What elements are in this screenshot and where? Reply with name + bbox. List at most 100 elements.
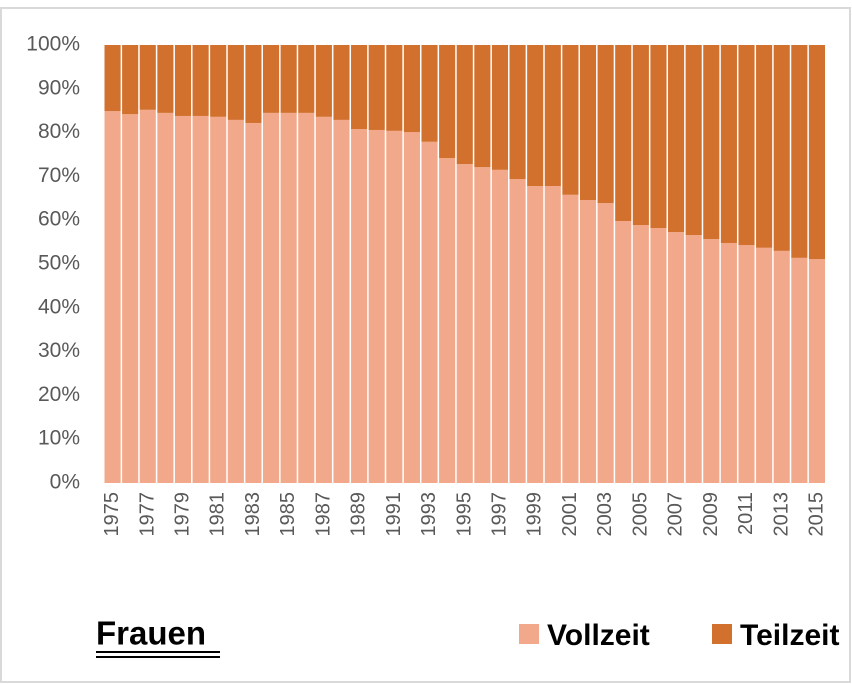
bar-segment <box>668 232 685 483</box>
bar-segment <box>650 45 667 229</box>
bar-segment <box>157 45 174 113</box>
bar-segment <box>685 45 702 236</box>
bar-segment <box>720 242 737 483</box>
x-tick-label: 1995 <box>453 492 475 537</box>
bar-segment <box>245 122 262 484</box>
bar-segment <box>773 250 790 483</box>
bar-segment <box>351 45 368 130</box>
bar-segment <box>808 259 825 483</box>
bar-segment <box>456 45 473 165</box>
bar-segment <box>491 169 509 483</box>
bar-segment <box>262 45 280 113</box>
x-tick-label: 1981 <box>207 492 229 537</box>
x-tick-label: 2011 <box>735 492 757 535</box>
bar-segment <box>104 111 121 483</box>
bar-segment <box>439 158 456 483</box>
bar-segment <box>650 228 667 483</box>
bar-segment <box>315 116 332 483</box>
bar-segment <box>791 257 808 483</box>
bar-segment <box>509 45 526 180</box>
bar-segment <box>703 239 720 483</box>
bar-segment <box>756 45 773 248</box>
bar-segment <box>210 45 227 117</box>
bar-segment <box>280 112 297 483</box>
y-tick-label: 90% <box>38 76 80 99</box>
x-tick-label: 1979 <box>172 492 194 537</box>
bar-segment <box>386 45 403 131</box>
bar-segment <box>421 45 438 142</box>
y-tick-label: 10% <box>38 427 80 450</box>
bar-segment <box>579 200 597 483</box>
bar-segment <box>157 112 174 483</box>
bar-segment <box>685 235 702 483</box>
bar-segment <box>527 186 544 483</box>
bar-segment <box>562 194 579 483</box>
bar-segment <box>773 45 790 251</box>
bar-segment <box>791 45 808 258</box>
bar-segment <box>544 186 561 483</box>
bar-segment <box>597 45 614 204</box>
bar-segment <box>245 45 262 123</box>
bar-segment <box>527 45 544 187</box>
x-tick-label: 2015 <box>805 492 827 537</box>
bar-segment <box>456 164 473 484</box>
bar-segment <box>615 45 632 222</box>
bar-segment <box>227 119 244 483</box>
y-tick-label: 30% <box>38 339 80 362</box>
x-tick-label: 2005 <box>629 492 651 537</box>
bar-segment <box>333 45 350 120</box>
bar-segment <box>632 225 649 483</box>
y-tick-label: 100% <box>26 33 80 56</box>
y-tick-label: 60% <box>38 208 80 231</box>
x-tick-label: 1975 <box>101 492 123 537</box>
bar-segment <box>509 179 526 483</box>
bar-segment <box>738 245 755 483</box>
bar-segment <box>439 45 456 159</box>
bar-segment <box>122 114 139 483</box>
bar-segment <box>139 109 156 483</box>
bar-segment <box>227 45 244 120</box>
chart-title: Frauen <box>96 615 206 652</box>
bar-segment <box>597 203 614 484</box>
bar-segment <box>192 45 209 116</box>
x-tick-label: 1989 <box>348 492 370 537</box>
bar-segment <box>579 45 597 201</box>
y-tick-label: 50% <box>38 252 80 275</box>
bar-segment <box>632 45 649 226</box>
bar-segment <box>668 45 685 233</box>
bar-segment <box>174 45 192 116</box>
bar-segment <box>210 116 227 483</box>
bar-segment <box>491 45 509 170</box>
bar-segment <box>738 45 755 246</box>
bar-segment <box>703 45 720 240</box>
bar-segment <box>421 141 438 483</box>
bar-segment <box>386 130 403 483</box>
bar-segment <box>298 112 315 483</box>
bar-segment <box>139 45 156 110</box>
y-tick-label: 80% <box>38 120 80 143</box>
bar-segment <box>720 45 737 243</box>
x-tick-label: 1999 <box>524 492 546 537</box>
bar-segment <box>280 45 297 113</box>
bar-segment <box>403 132 420 484</box>
legend-label: Teilzeit <box>740 619 839 652</box>
y-tick-label: 40% <box>38 295 80 318</box>
x-tick-label: 1991 <box>383 492 405 537</box>
x-tick-label: 2003 <box>594 492 616 537</box>
x-tick-label: 2007 <box>665 492 687 537</box>
bar-segment <box>562 45 579 195</box>
x-tick-label: 1993 <box>418 492 440 537</box>
x-tick-label: 1985 <box>277 492 299 537</box>
bar-segment <box>403 45 420 133</box>
bar-segment <box>262 112 280 483</box>
bar-segment <box>315 45 332 117</box>
y-tick-label: 0% <box>50 471 80 494</box>
x-tick-label: 1983 <box>242 492 264 537</box>
bar-segment <box>474 167 491 483</box>
legend-swatch <box>519 624 539 644</box>
x-tick-label: 2009 <box>700 492 722 537</box>
x-tick-label: 2001 <box>559 492 581 537</box>
x-tick-label: 2013 <box>770 492 792 537</box>
y-tick-label: 20% <box>38 383 80 406</box>
